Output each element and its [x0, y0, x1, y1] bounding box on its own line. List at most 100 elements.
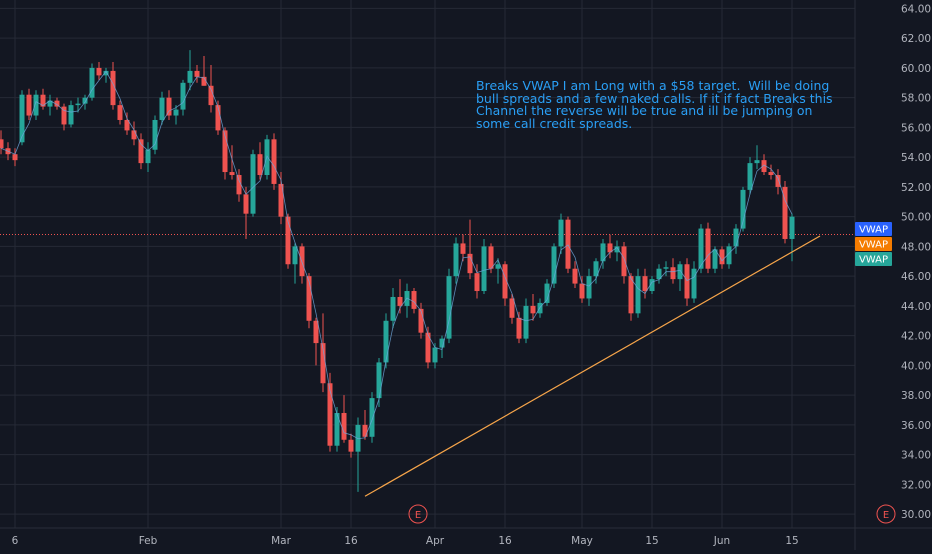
candle-body: [530, 305, 536, 314]
candle-body: [481, 246, 487, 292]
candle-body: [453, 243, 459, 277]
candle-body: [75, 103, 81, 106]
candle-body: [292, 246, 298, 265]
y-tick-label: 44.00: [901, 301, 931, 313]
candle-body: [761, 160, 767, 173]
x-tick-label: Mar: [271, 535, 291, 547]
candle-body: [320, 343, 326, 384]
x-tick-label: 6: [12, 535, 19, 547]
earnings-markers: E E: [408, 504, 896, 524]
candle-body: [229, 172, 235, 176]
earnings-marker-1[interactable]: [408, 504, 428, 524]
candle-body: [117, 105, 123, 120]
candle-body: [313, 320, 319, 344]
candle-body: [754, 160, 760, 164]
candle-body: [243, 194, 249, 214]
candle-body: [775, 175, 781, 187]
candle-body: [677, 264, 683, 280]
candle-body: [474, 273, 480, 292]
candle-body: [663, 267, 669, 269]
y-tick-label: 56.00: [901, 122, 931, 134]
candle-body: [551, 246, 557, 284]
candle-body: [110, 70, 116, 106]
candle-body: [698, 228, 704, 269]
y-tick-label: 52.00: [901, 182, 931, 194]
candle-body: [138, 139, 144, 164]
candle-body: [54, 100, 60, 107]
candle-body: [544, 283, 550, 303]
candle-body: [222, 130, 228, 173]
trendline: [364, 235, 821, 497]
y-tick-label: 64.00: [901, 3, 931, 15]
candle-body: [397, 296, 403, 306]
y-tick-label: 36.00: [901, 420, 931, 432]
candle-body: [194, 70, 200, 77]
candles: [0, 50, 795, 492]
candle-body: [0, 139, 4, 149]
candle-body: [600, 243, 606, 262]
candle-body: [488, 246, 494, 269]
earnings-label-2: E: [883, 510, 889, 521]
candle-body: [173, 109, 179, 116]
candle-body: [502, 264, 508, 299]
vwap-label-1: VWAP: [859, 225, 888, 236]
candle-body: [656, 268, 662, 280]
candle-body: [145, 149, 151, 164]
candle-body: [691, 268, 697, 299]
candle-body: [152, 119, 158, 150]
candle-body: [579, 283, 585, 299]
candle-body: [159, 97, 165, 120]
candle-body: [789, 216, 795, 239]
candle-body: [411, 291, 417, 309]
candle-body: [509, 298, 515, 318]
candle-body: [712, 249, 718, 269]
earnings-marker-2[interactable]: [876, 504, 896, 524]
candle-body: [705, 228, 711, 269]
candle-body: [348, 439, 354, 452]
candle-body: [201, 76, 207, 86]
candle-body: [467, 253, 473, 274]
candle-body: [593, 261, 599, 277]
candle-body: [327, 383, 333, 446]
vwap-badges: VWAP VWAP VWAP: [855, 222, 892, 266]
candle-body: [642, 276, 648, 292]
candle-body: [40, 94, 46, 107]
candle-body: [572, 268, 578, 284]
x-tick-label: 15: [785, 535, 798, 547]
candle-body: [719, 249, 725, 265]
vwap-badge-2[interactable]: [855, 237, 892, 251]
x-tick-label: Jun: [713, 535, 730, 547]
candle-body: [306, 276, 312, 321]
candle-body: [257, 154, 263, 176]
vwap-badge-1[interactable]: [855, 222, 892, 236]
candle-body: [33, 94, 39, 116]
candle-body: [341, 412, 347, 440]
candle-body: [390, 296, 396, 321]
candle-body: [19, 94, 25, 143]
candle-body: [670, 267, 676, 280]
y-tick-label: 46.00: [901, 271, 931, 283]
candle-body: [166, 97, 172, 116]
candle-body: [432, 347, 438, 363]
candle-body: [684, 264, 690, 299]
candle-body: [82, 97, 88, 104]
candle-body: [369, 398, 375, 437]
candle-body: [418, 308, 424, 333]
y-tick-label: 42.00: [901, 331, 931, 343]
candle-body: [103, 70, 109, 76]
candle-body: [285, 216, 291, 265]
candle-body: [565, 219, 571, 269]
vwap-label-2: VWAP: [859, 240, 888, 251]
candle-body: [215, 105, 221, 131]
candle-body: [425, 332, 431, 363]
candle-body: [180, 82, 186, 110]
candle-body: [47, 100, 53, 107]
candle-body: [208, 85, 214, 106]
candle-body: [628, 276, 634, 314]
candle-body: [12, 154, 18, 161]
vwap-badge-3[interactable]: [855, 252, 892, 266]
candle-body: [439, 338, 445, 348]
